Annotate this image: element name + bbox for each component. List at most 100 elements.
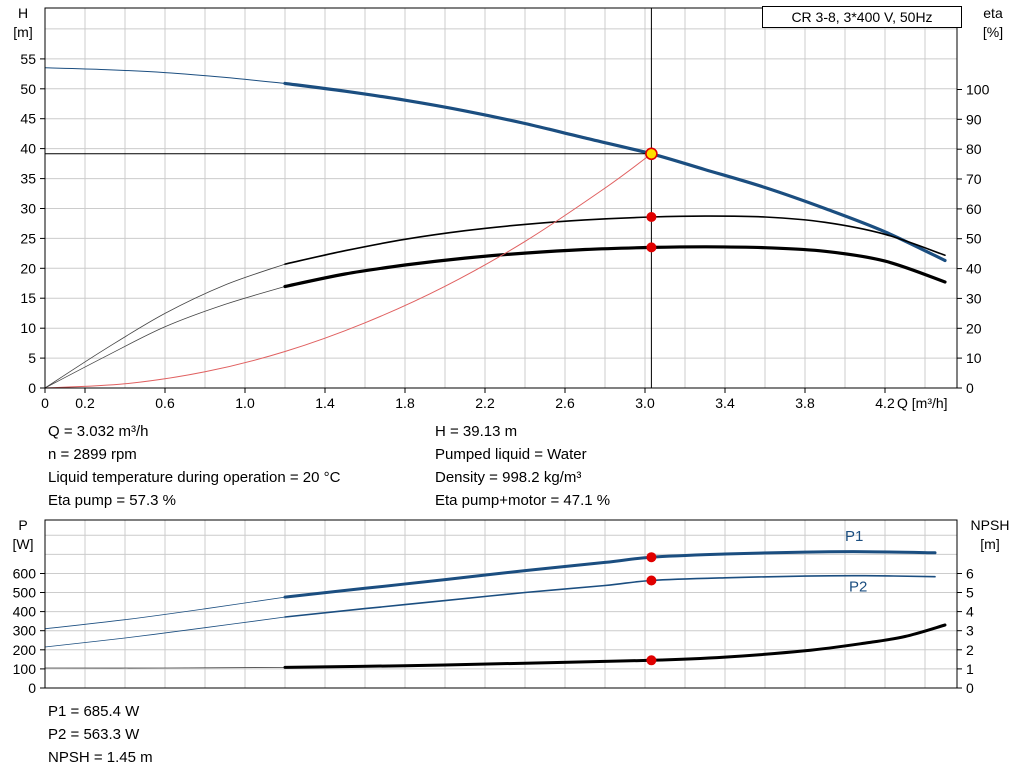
tick-label: 4 <box>966 604 974 620</box>
power-axis-unit: [W] <box>12 536 34 552</box>
eta-axis-symbol: eta <box>983 5 1003 21</box>
power-axis-symbol: P <box>18 517 28 533</box>
tick-label: 0 <box>966 680 974 696</box>
npsh-axis-title: NPSH [m] <box>960 516 1020 554</box>
power-npsh-chart[interactable]: 0 100 200 300 400 500 600 0 1 2 3 4 5 6 P1 P2 <box>0 512 1024 712</box>
tick-label: 40 <box>966 261 982 277</box>
power-axis-title: P [W] <box>2 516 44 554</box>
tick-label: 6 <box>966 566 974 582</box>
tick-label: 30 <box>20 201 36 217</box>
result-liquid-temperature: Liquid temperature during operation = 20… <box>48 469 341 486</box>
tick-label: 0 <box>28 380 36 396</box>
tick-label: 200 <box>13 642 37 658</box>
tick-label: 40 <box>20 141 36 157</box>
p2-curve-thin <box>44 616 286 648</box>
tick-label: 35 <box>20 171 36 187</box>
eta-pump-motor-point <box>646 242 657 253</box>
tick-label: 45 <box>20 111 36 127</box>
result-pumped-liquid: Pumped liquid = Water <box>435 446 587 463</box>
duty-point[interactable] <box>645 147 658 161</box>
npsh-axis-unit: [m] <box>980 536 1000 552</box>
duty-results-left-column: Q = 3.032 m³/h n = 2899 rpm Liquid tempe… <box>48 420 435 512</box>
tick-label: 4.2 <box>875 395 895 411</box>
tick-label: 5 <box>966 585 974 601</box>
p1-curve-thin <box>44 596 286 630</box>
tick-label: 25 <box>20 230 36 246</box>
tick-label: 2.2 <box>475 395 495 411</box>
tick-label: 70 <box>966 171 982 187</box>
tick-label: 400 <box>13 604 37 620</box>
tick-label: 2.6 <box>555 395 575 411</box>
tick-label: 1.8 <box>395 395 415 411</box>
tick-label: 0 <box>966 380 974 396</box>
result-density: Density = 998.2 kg/m³ <box>435 469 582 486</box>
tick-label: 10 <box>966 350 982 366</box>
tick-label: 1 <box>966 661 974 677</box>
qh-curve <box>283 81 947 263</box>
p2-point <box>646 575 657 586</box>
tick-label: 10 <box>20 320 36 336</box>
duty-point-results: Q = 3.032 m³/h n = 2899 rpm Liquid tempe… <box>48 420 610 512</box>
plot-frame <box>44 7 958 389</box>
tick-label: 3.4 <box>715 395 735 411</box>
tick-label: 50 <box>20 81 36 97</box>
eta-pump-motor-curve <box>283 245 947 289</box>
qh-curve-thin <box>44 67 286 84</box>
tick-label: 100 <box>966 82 990 98</box>
eta-pump-point <box>646 212 657 222</box>
tick-label: 3 <box>966 623 974 639</box>
eta-pump-curve-thin <box>44 263 286 389</box>
system-curve <box>44 153 652 389</box>
eta-pump-motor-curve-thin <box>44 286 286 389</box>
result-eta-pump-motor: Eta pump+motor = 47.1 % <box>435 492 611 509</box>
tick-label: 600 <box>13 566 37 582</box>
head-axis-title: H [m] <box>2 4 44 42</box>
tick-label: 0 <box>41 395 49 411</box>
tick-label: 300 <box>13 623 37 639</box>
result-eta-pump: Eta pump = 57.3 % <box>48 492 176 509</box>
npsh-curve-thin <box>44 667 286 669</box>
tick-label: 0.2 <box>75 395 95 411</box>
result-npsh: NPSH = 1.45 m <box>48 749 153 766</box>
power-results: P1 = 685.4 W P2 = 563.3 W NPSH = 1.45 m <box>48 700 153 769</box>
result-speed: n = 2899 rpm <box>48 446 137 463</box>
tick-label: 500 <box>13 585 37 601</box>
tick-label: 5 <box>28 350 36 366</box>
result-head: H = 39.13 m <box>435 423 518 440</box>
result-p2: P2 = 563.3 W <box>48 726 140 743</box>
flow-axis-title: Q [m³/h] <box>897 395 948 411</box>
tick-label: 50 <box>966 231 982 247</box>
tick-label: 30 <box>966 290 982 306</box>
plot-frame <box>44 519 958 689</box>
npsh-axis-symbol: NPSH <box>970 517 1010 533</box>
p1-curve <box>283 550 937 599</box>
tick-label: 2 <box>966 642 974 658</box>
series-label-p2: P2 <box>849 579 867 596</box>
tick-label: 80 <box>966 141 982 157</box>
result-flow: Q = 3.032 m³/h <box>48 423 149 440</box>
tick-marks <box>40 573 962 689</box>
tick-label: 1.4 <box>315 395 335 411</box>
series-label-p1: P1 <box>845 528 863 545</box>
pump-model-badge: CR 3-8, 3*400 V, 50Hz <box>762 6 962 28</box>
tick-label: 0 <box>28 680 36 696</box>
gridlines <box>45 8 957 388</box>
head-axis-symbol: H <box>17 5 29 21</box>
p2-curve <box>284 574 936 618</box>
eta-axis-title: eta [%] <box>968 4 1018 42</box>
tick-label: 60 <box>966 201 982 217</box>
tick-label: 0.6 <box>155 395 175 411</box>
qh-eta-chart[interactable]: 0 0.2 0.6 1.0 1.4 1.8 2.2 2.6 3.0 3.4 3.8 4.2 0 5 10 15… <box>0 0 1024 420</box>
tick-label: 20 <box>966 320 982 336</box>
duty-results-right-column: H = 39.13 m Pumped liquid = Water Densit… <box>435 420 610 512</box>
tick-label: 55 <box>20 51 36 67</box>
result-p1: P1 = 685.4 W <box>48 703 140 720</box>
tick-label: 15 <box>20 290 36 306</box>
tick-label: 3.8 <box>795 395 815 411</box>
npsh-curve <box>283 623 947 669</box>
tick-label: 1.0 <box>235 395 255 411</box>
tick-marks <box>40 58 962 393</box>
p1-point <box>646 552 657 563</box>
tick-label: 100 <box>13 661 37 677</box>
npsh-point <box>646 655 657 666</box>
